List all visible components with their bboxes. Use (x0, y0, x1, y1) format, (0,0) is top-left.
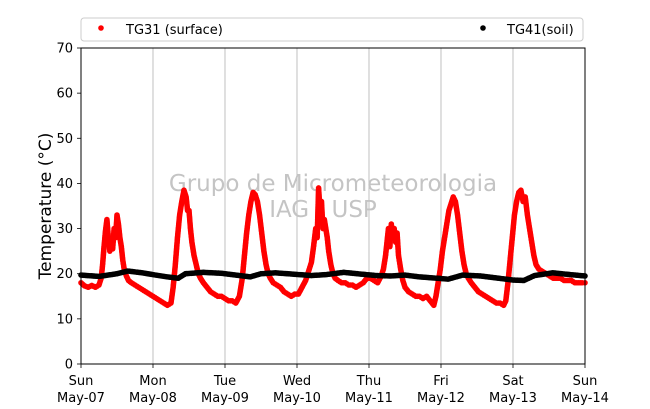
x-tick-label-day: Wed (283, 374, 311, 389)
y-tick-label: 30 (56, 222, 73, 237)
x-tick-label-day: Mon (139, 374, 166, 389)
y-tick-label: 50 (56, 132, 73, 147)
y-tick-label: 20 (56, 267, 73, 282)
y-axis: 0 10 20 30 40 50 60 70 (56, 42, 81, 373)
legend-marker-tg41 (480, 25, 486, 31)
x-tick-label-day: Fri (433, 374, 449, 389)
gridlines (152, 48, 514, 364)
y-tick-label: 40 (56, 177, 73, 192)
legend: TG31 (surface) TG41(soil) (80, 17, 584, 42)
x-axis: Sun May-07 Mon May-08 Tue May-09 Wed May-10 Thu M… (57, 364, 609, 406)
x-tick-label-date: May-09 (201, 391, 249, 406)
series-layer (78, 185, 588, 309)
y-tick-label: 10 (56, 312, 73, 327)
x-tick-label-date: May-11 (345, 391, 393, 406)
legend-frame (80, 17, 584, 42)
legend-marker-tg31 (98, 25, 104, 31)
y-axis-label: Temperature (°C) (36, 133, 56, 281)
x-tick-label-date: May-12 (417, 391, 465, 406)
watermark-line-1: Grupo de Micrometeorologia (169, 171, 497, 197)
y-tick-label: 0 (65, 358, 73, 373)
x-tick-label-day: Thu (356, 374, 381, 389)
series-tg41-soil (78, 268, 588, 284)
x-tick-label-date: May-07 (57, 391, 105, 406)
x-tick-label-day: Sat (502, 374, 523, 389)
legend-label-tg31: TG31 (surface) (125, 23, 223, 38)
legend-label-tg41: TG41(soil) (506, 23, 574, 38)
x-tick-label-date: May-10 (273, 391, 321, 406)
x-tick-label-day: Tue (213, 374, 236, 389)
x-tick-label-day: Sun (573, 374, 598, 389)
x-tick-label-day: Sun (69, 374, 94, 389)
x-tick-label-date: May-08 (129, 391, 177, 406)
y-tick-label: 70 (56, 42, 73, 57)
x-tick-label-date: May-14 (561, 391, 609, 406)
plot-frame (80, 47, 586, 365)
y-tick-label: 60 (56, 87, 73, 102)
x-tick-label-date: May-13 (489, 391, 537, 406)
